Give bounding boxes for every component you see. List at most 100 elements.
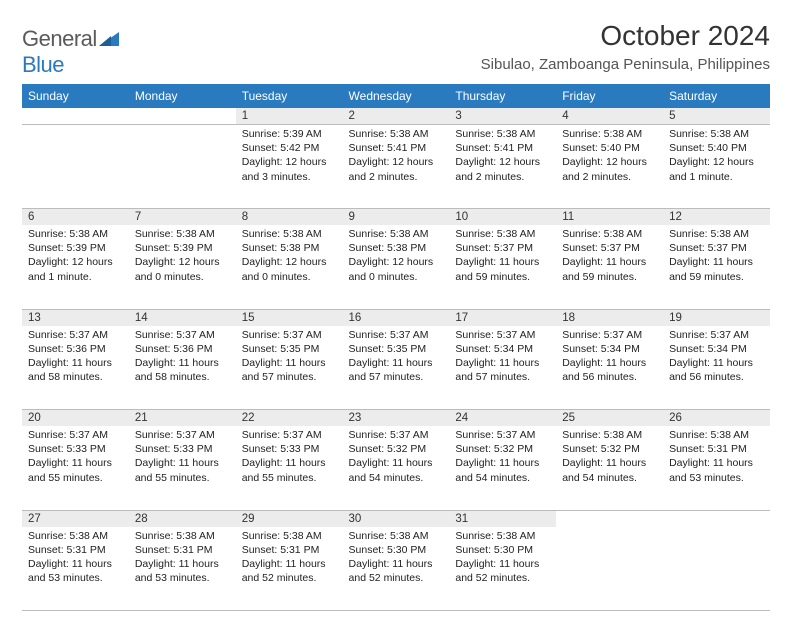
day-details: Sunrise: 5:37 AMSunset: 5:36 PMDaylight:… — [129, 326, 236, 391]
day-number-cell — [22, 108, 129, 125]
day-number-cell: 24 — [449, 410, 556, 427]
day-body-cell: Sunrise: 5:37 AMSunset: 5:32 PMDaylight:… — [449, 426, 556, 510]
day-details: Sunrise: 5:38 AMSunset: 5:30 PMDaylight:… — [343, 527, 450, 592]
week-row: Sunrise: 5:38 AMSunset: 5:39 PMDaylight:… — [22, 225, 770, 309]
day-number-cell: 8 — [236, 209, 343, 226]
brand-logo: GeneralBlue — [22, 26, 119, 78]
week-row: Sunrise: 5:37 AMSunset: 5:33 PMDaylight:… — [22, 426, 770, 510]
day-number-cell: 11 — [556, 209, 663, 226]
day-body-cell: Sunrise: 5:37 AMSunset: 5:33 PMDaylight:… — [22, 426, 129, 510]
day-details: Sunrise: 5:37 AMSunset: 5:33 PMDaylight:… — [22, 426, 129, 491]
day-body-cell — [663, 527, 770, 611]
day-details: Sunrise: 5:38 AMSunset: 5:32 PMDaylight:… — [556, 426, 663, 491]
day-details: Sunrise: 5:38 AMSunset: 5:37 PMDaylight:… — [556, 225, 663, 290]
week-row: Sunrise: 5:37 AMSunset: 5:36 PMDaylight:… — [22, 326, 770, 410]
day-number-cell: 2 — [343, 108, 450, 125]
brand-part2: Blue — [22, 52, 64, 77]
day-number-cell — [129, 108, 236, 125]
day-details: Sunrise: 5:38 AMSunset: 5:31 PMDaylight:… — [22, 527, 129, 592]
location-text: Sibulao, Zamboanga Peninsula, Philippine… — [481, 56, 770, 73]
day-body-cell: Sunrise: 5:38 AMSunset: 5:31 PMDaylight:… — [129, 527, 236, 611]
day-number-cell — [663, 510, 770, 527]
day-number-cell: 12 — [663, 209, 770, 226]
day-number-cell: 18 — [556, 309, 663, 326]
day-body-cell: Sunrise: 5:38 AMSunset: 5:30 PMDaylight:… — [449, 527, 556, 611]
day-body-cell: Sunrise: 5:37 AMSunset: 5:34 PMDaylight:… — [663, 326, 770, 410]
day-number-cell: 13 — [22, 309, 129, 326]
day-details: Sunrise: 5:37 AMSunset: 5:32 PMDaylight:… — [343, 426, 450, 491]
day-body-cell: Sunrise: 5:38 AMSunset: 5:37 PMDaylight:… — [663, 225, 770, 309]
day-body-cell: Sunrise: 5:38 AMSunset: 5:41 PMDaylight:… — [449, 125, 556, 209]
col-tuesday: Tuesday — [236, 84, 343, 108]
day-details: Sunrise: 5:38 AMSunset: 5:40 PMDaylight:… — [556, 125, 663, 190]
day-number-cell: 9 — [343, 209, 450, 226]
daynum-row: 12345 — [22, 108, 770, 125]
day-body-cell: Sunrise: 5:38 AMSunset: 5:40 PMDaylight:… — [556, 125, 663, 209]
day-body-cell: Sunrise: 5:37 AMSunset: 5:33 PMDaylight:… — [236, 426, 343, 510]
calendar-body: 12345Sunrise: 5:39 AMSunset: 5:42 PMDayl… — [22, 108, 770, 611]
day-number-cell: 26 — [663, 410, 770, 427]
day-body-cell: Sunrise: 5:38 AMSunset: 5:39 PMDaylight:… — [129, 225, 236, 309]
day-number-cell: 25 — [556, 410, 663, 427]
day-number-cell: 20 — [22, 410, 129, 427]
day-number-cell: 27 — [22, 510, 129, 527]
day-details: Sunrise: 5:38 AMSunset: 5:30 PMDaylight:… — [449, 527, 556, 592]
calendar-page: GeneralBlue October 2024 Sibulao, Zamboa… — [0, 0, 792, 631]
day-body-cell: Sunrise: 5:38 AMSunset: 5:32 PMDaylight:… — [556, 426, 663, 510]
day-number-cell: 31 — [449, 510, 556, 527]
header: GeneralBlue October 2024 Sibulao, Zamboa… — [22, 20, 770, 78]
day-number-cell: 14 — [129, 309, 236, 326]
day-number-cell: 4 — [556, 108, 663, 125]
brand-part1: General — [22, 26, 97, 51]
col-sunday: Sunday — [22, 84, 129, 108]
col-friday: Friday — [556, 84, 663, 108]
day-details: Sunrise: 5:39 AMSunset: 5:42 PMDaylight:… — [236, 125, 343, 190]
day-body-cell: Sunrise: 5:38 AMSunset: 5:41 PMDaylight:… — [343, 125, 450, 209]
day-body-cell: Sunrise: 5:37 AMSunset: 5:35 PMDaylight:… — [236, 326, 343, 410]
day-number-cell: 5 — [663, 108, 770, 125]
day-details: Sunrise: 5:37 AMSunset: 5:36 PMDaylight:… — [22, 326, 129, 391]
day-details: Sunrise: 5:37 AMSunset: 5:34 PMDaylight:… — [663, 326, 770, 391]
daynum-row: 13141516171819 — [22, 309, 770, 326]
day-details: Sunrise: 5:38 AMSunset: 5:39 PMDaylight:… — [129, 225, 236, 290]
title-block: October 2024 Sibulao, Zamboanga Peninsul… — [481, 20, 770, 73]
day-number-cell: 1 — [236, 108, 343, 125]
day-body-cell: Sunrise: 5:37 AMSunset: 5:34 PMDaylight:… — [449, 326, 556, 410]
day-body-cell: Sunrise: 5:38 AMSunset: 5:38 PMDaylight:… — [343, 225, 450, 309]
day-number-cell: 19 — [663, 309, 770, 326]
day-number-cell: 21 — [129, 410, 236, 427]
day-body-cell: Sunrise: 5:38 AMSunset: 5:31 PMDaylight:… — [663, 426, 770, 510]
day-body-cell — [556, 527, 663, 611]
day-number-cell: 29 — [236, 510, 343, 527]
day-number-cell: 15 — [236, 309, 343, 326]
day-details: Sunrise: 5:37 AMSunset: 5:35 PMDaylight:… — [343, 326, 450, 391]
day-number-cell: 7 — [129, 209, 236, 226]
day-body-cell: Sunrise: 5:38 AMSunset: 5:30 PMDaylight:… — [343, 527, 450, 611]
day-details: Sunrise: 5:38 AMSunset: 5:41 PMDaylight:… — [343, 125, 450, 190]
week-row: Sunrise: 5:39 AMSunset: 5:42 PMDaylight:… — [22, 125, 770, 209]
day-number-cell: 30 — [343, 510, 450, 527]
day-details: Sunrise: 5:38 AMSunset: 5:41 PMDaylight:… — [449, 125, 556, 190]
day-body-cell: Sunrise: 5:37 AMSunset: 5:33 PMDaylight:… — [129, 426, 236, 510]
week-row: Sunrise: 5:38 AMSunset: 5:31 PMDaylight:… — [22, 527, 770, 611]
day-body-cell: Sunrise: 5:38 AMSunset: 5:38 PMDaylight:… — [236, 225, 343, 309]
day-body-cell: Sunrise: 5:38 AMSunset: 5:39 PMDaylight:… — [22, 225, 129, 309]
day-body-cell: Sunrise: 5:37 AMSunset: 5:34 PMDaylight:… — [556, 326, 663, 410]
day-details: Sunrise: 5:38 AMSunset: 5:37 PMDaylight:… — [663, 225, 770, 290]
day-details: Sunrise: 5:38 AMSunset: 5:38 PMDaylight:… — [343, 225, 450, 290]
day-details: Sunrise: 5:38 AMSunset: 5:40 PMDaylight:… — [663, 125, 770, 190]
day-number-cell: 17 — [449, 309, 556, 326]
day-body-cell — [129, 125, 236, 209]
col-wednesday: Wednesday — [343, 84, 450, 108]
month-title: October 2024 — [481, 20, 770, 52]
day-details: Sunrise: 5:38 AMSunset: 5:31 PMDaylight:… — [129, 527, 236, 592]
daynum-row: 20212223242526 — [22, 410, 770, 427]
day-number-cell: 16 — [343, 309, 450, 326]
day-body-cell: Sunrise: 5:38 AMSunset: 5:31 PMDaylight:… — [22, 527, 129, 611]
day-body-cell: Sunrise: 5:37 AMSunset: 5:36 PMDaylight:… — [22, 326, 129, 410]
day-body-cell: Sunrise: 5:38 AMSunset: 5:31 PMDaylight:… — [236, 527, 343, 611]
day-number-cell — [556, 510, 663, 527]
day-body-cell: Sunrise: 5:37 AMSunset: 5:35 PMDaylight:… — [343, 326, 450, 410]
day-body-cell: Sunrise: 5:37 AMSunset: 5:36 PMDaylight:… — [129, 326, 236, 410]
day-details: Sunrise: 5:38 AMSunset: 5:31 PMDaylight:… — [236, 527, 343, 592]
